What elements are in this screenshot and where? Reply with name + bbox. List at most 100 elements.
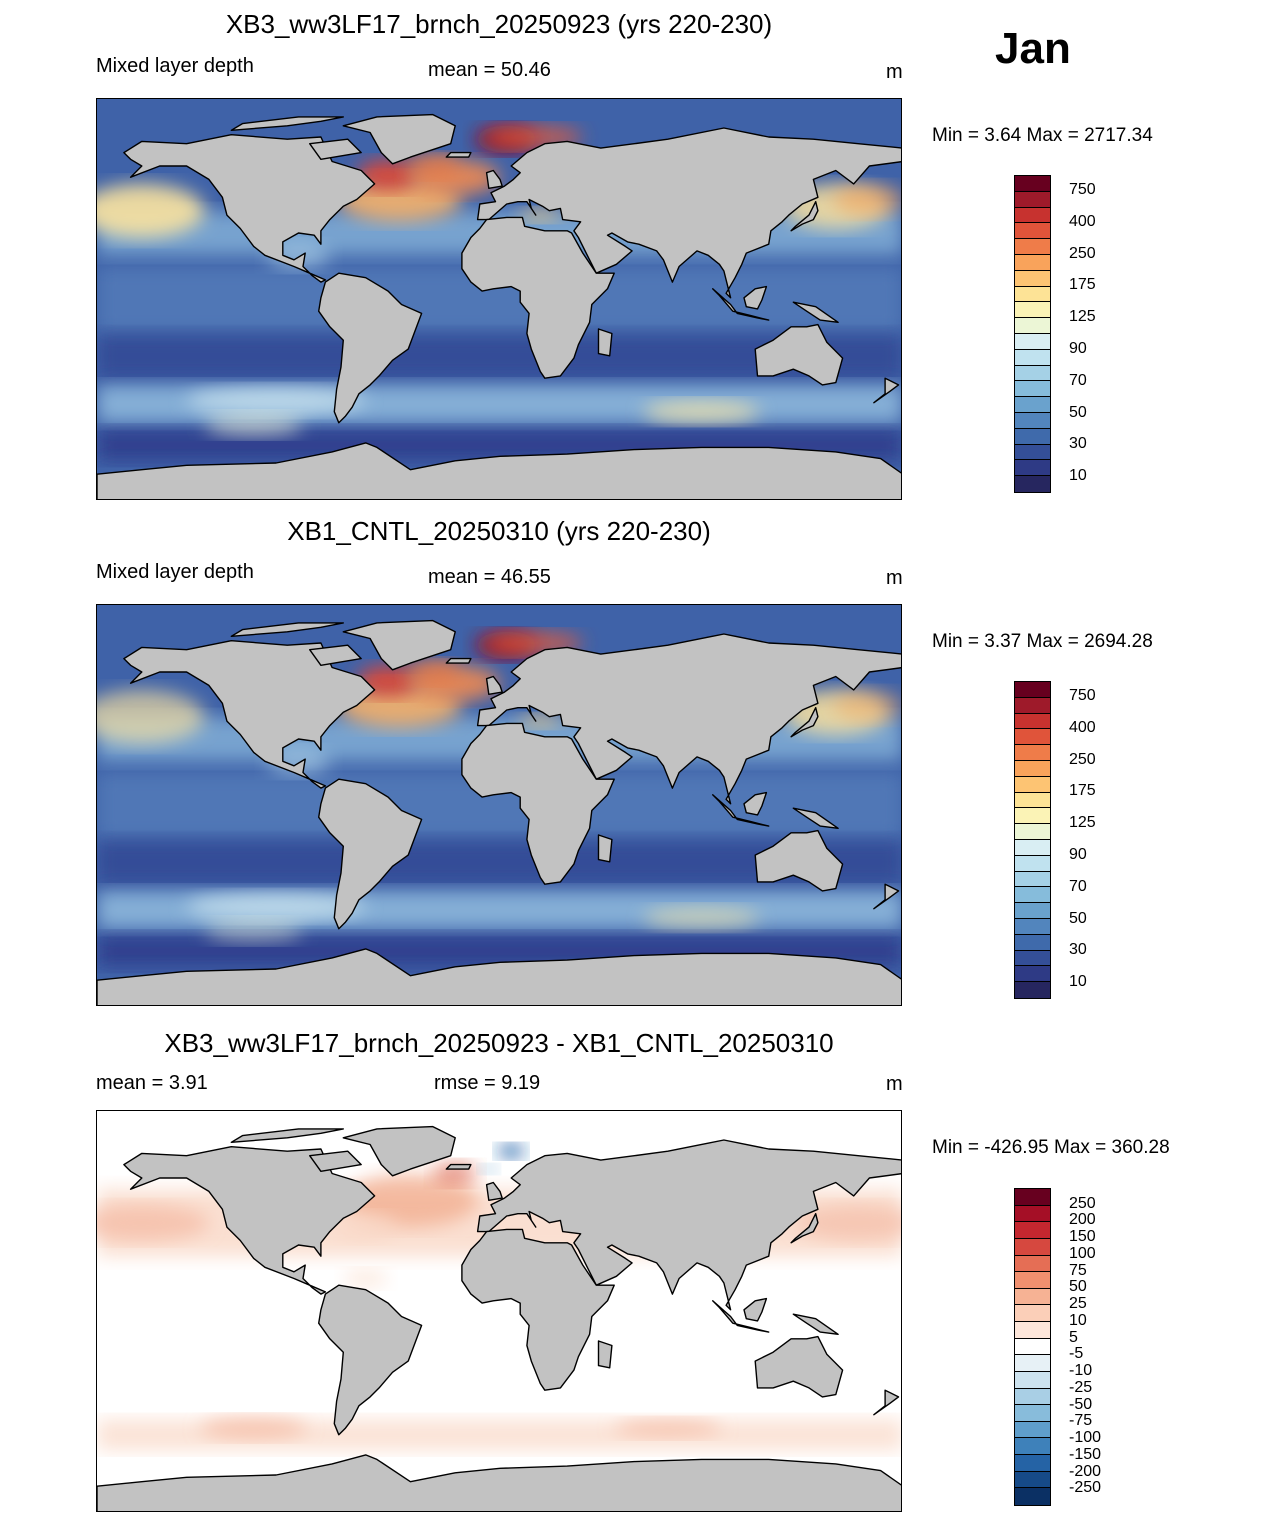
land-arctic_is (230, 1128, 344, 1143)
colorbar-swatch (1015, 1471, 1050, 1489)
land-madagascar (597, 834, 613, 863)
colorbar-tick-label: 150 (1069, 1228, 1096, 1246)
colorbar-tick-label: -200 (1069, 1462, 1102, 1480)
land-africa (461, 216, 615, 379)
land-masses (97, 113, 901, 499)
colorbar-swatch (1015, 333, 1050, 350)
colorbar-swatch (1015, 887, 1050, 904)
colorbar-tick-label: -100 (1069, 1429, 1102, 1447)
land-iceland (445, 1163, 472, 1170)
colorbar-tick-label: 30 (1069, 941, 1087, 959)
colorbar-swatch (1015, 903, 1050, 919)
colorbar-swatch (1015, 1488, 1050, 1505)
colorbar-swatch (1015, 982, 1050, 998)
panel-1-title: XB3_ww3LF17_brnch_20250923 (yrs 220-230) (225, 9, 773, 39)
colorbar-tick-label: 50 (1069, 909, 1087, 927)
colorbar-swatch (1015, 1272, 1050, 1289)
land-antarctica (97, 1454, 901, 1511)
land-namerica (123, 1146, 376, 1295)
land-antarctica (97, 948, 901, 1005)
colorbar-tick-label: 175 (1069, 782, 1096, 800)
land-indonesia (712, 1300, 770, 1333)
colorbar-swatch (1015, 1238, 1050, 1256)
colorbar-swatch (1015, 412, 1050, 429)
colorbar-swatch (1015, 1421, 1050, 1439)
colorbar-swatch (1015, 776, 1050, 793)
colorbar-swatch (1015, 966, 1050, 983)
colorbar-tick-label: -5 (1069, 1345, 1084, 1363)
colorbar-swatch (1015, 207, 1050, 224)
panel-3-rmse: rmse = 9.19 (434, 1072, 541, 1094)
colorbar-tick-label: 400 (1069, 212, 1096, 230)
panel-2-mean: mean = 46.55 (428, 566, 551, 588)
land-eurasia (476, 633, 901, 805)
colorbar-swatch (1015, 1455, 1050, 1472)
land-greenland (342, 1125, 456, 1177)
colorbar-tick-label: 90 (1069, 339, 1087, 357)
colorbar-swatch (1015, 191, 1050, 208)
colorbar-tick-label: 90 (1069, 845, 1087, 863)
colorbar-swatch (1015, 1305, 1050, 1322)
colorbar-swatch (1015, 1355, 1050, 1372)
colorbar-swatch (1015, 1189, 1050, 1206)
panel-2-title: XB1_CNTL_20250310 (yrs 220-230) (287, 516, 711, 546)
colorbar-swatch (1015, 476, 1050, 492)
panel-1-map (96, 98, 902, 500)
colorbar-tick-label: -150 (1069, 1445, 1102, 1463)
land-indonesia (712, 794, 770, 827)
land-newguinea (792, 807, 839, 829)
colorbar-swatch (1015, 760, 1050, 777)
colorbar-swatch (1015, 1338, 1050, 1356)
colorbar-tick-label: 10 (1069, 973, 1087, 991)
land-nz (873, 1389, 900, 1416)
colorbar-swatch (1015, 397, 1050, 413)
colorbar-tick-label: 125 (1069, 308, 1096, 326)
panel-2-left-label: Mixed layer depth (96, 561, 254, 583)
colorbar-tick-label: 100 (1069, 1244, 1096, 1262)
land-baffin (309, 1150, 362, 1172)
panel-2-minmax: Min = 3.37 Max = 2694.28 (932, 631, 1153, 652)
colorbar-swatch (1015, 460, 1050, 477)
colorbar-swatch (1015, 381, 1050, 398)
colorbar-tick-label: 75 (1069, 1261, 1087, 1279)
land-australia (754, 829, 844, 892)
colorbar-tick-label: 5 (1069, 1328, 1078, 1346)
colorbar-swatch (1015, 365, 1050, 382)
land-madagascar (597, 328, 613, 357)
panel-1-colorbar (1014, 175, 1051, 493)
land-nz (873, 377, 900, 404)
colorbar-tick-label: 50 (1069, 1278, 1087, 1296)
panel-3-title: XB3_ww3LF17_brnch_20250923 - XB1_CNTL_20… (164, 1028, 834, 1058)
panel-3-minmax: Min = -426.95 Max = 360.28 (932, 1137, 1170, 1158)
colorbar-swatch (1015, 824, 1050, 840)
colorbar-tick-label: 25 (1069, 1295, 1087, 1313)
colorbar-swatch (1015, 855, 1050, 872)
land-samerica (318, 272, 423, 424)
land-baffin (309, 644, 362, 666)
colorbar-swatch (1015, 270, 1050, 287)
land-borneo (743, 791, 768, 816)
land-iceland (445, 151, 472, 158)
land-newguinea (792, 301, 839, 323)
land-namerica (123, 134, 376, 283)
colorbar-tick-label: 175 (1069, 276, 1096, 294)
colorbar-swatch (1015, 176, 1050, 192)
colorbar-swatch (1015, 239, 1050, 255)
land-greenland (342, 113, 456, 165)
panel-3-colorbar (1014, 1188, 1051, 1506)
colorbar-swatch (1015, 792, 1050, 809)
colorbar-tick-label: 125 (1069, 814, 1096, 832)
land-greenland (342, 619, 456, 671)
land-samerica (318, 1284, 423, 1436)
panel-3-units: m (886, 1073, 903, 1095)
panel-3-map (96, 1110, 902, 1512)
colorbar-tick-label: 30 (1069, 435, 1087, 453)
land-africa (461, 722, 615, 885)
colorbar-tick-label: -50 (1069, 1395, 1093, 1413)
colorbar-tick-label: 750 (1069, 180, 1096, 198)
land-japan (790, 707, 819, 738)
land-madagascar (597, 1340, 613, 1369)
colorbar-swatch (1015, 682, 1050, 698)
colorbar-tick-label: 250 (1069, 750, 1096, 768)
colorbar-swatch (1015, 1322, 1050, 1339)
